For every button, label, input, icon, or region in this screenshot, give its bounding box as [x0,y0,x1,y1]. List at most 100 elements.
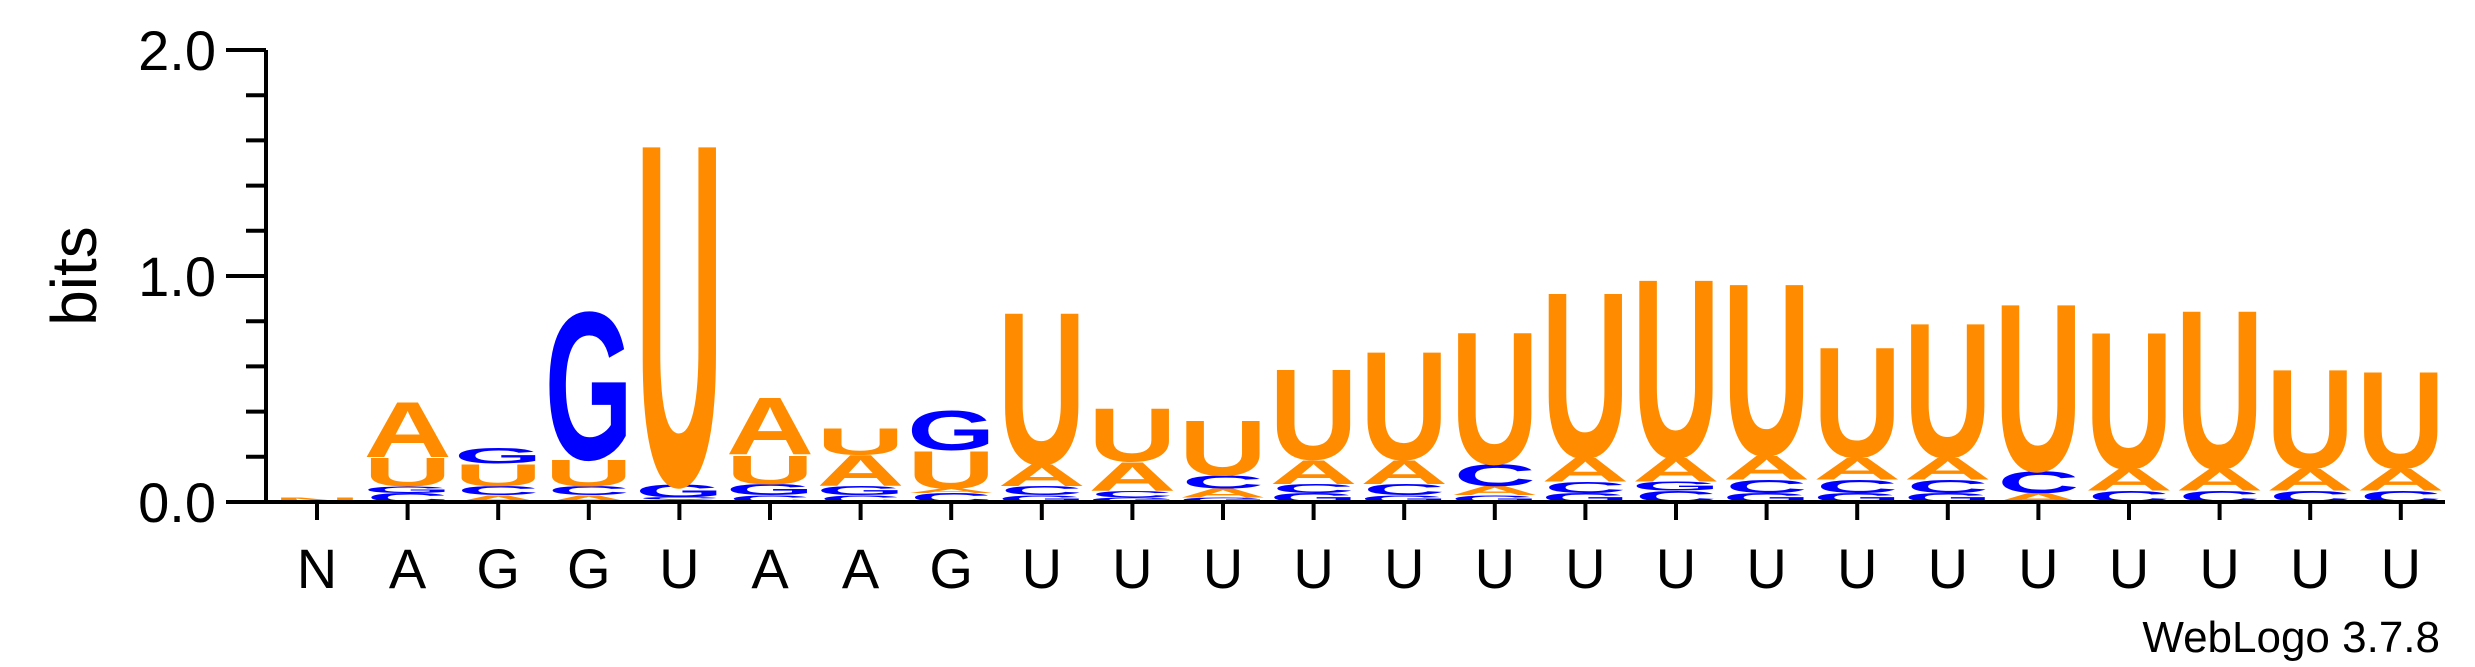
logo-letter: A [1088,454,1176,500]
position-label: U [1928,537,1968,600]
logo-letter: U [726,447,814,493]
logo-letter: A [1813,451,1901,486]
logo-letter: U [1088,393,1176,478]
logo-letter: C [1998,464,2080,499]
logo-letter: G [1088,496,1176,503]
logo-letter: G [998,494,1086,505]
logo-letter: U [2176,262,2264,516]
logo-letter: G [635,481,723,502]
logo-letter: U [545,452,633,494]
position-label: A [842,537,880,600]
position-label: U [2199,537,2239,600]
position-label: U [1384,537,1424,600]
position-label: A [389,537,427,600]
logo-letter: C [1907,476,1989,497]
logo-letter: A [2176,462,2264,497]
logo-letter: C [820,494,902,505]
position-label: U [2018,537,2058,600]
logo-letter: G [907,399,995,462]
position-label: U [1565,537,1605,600]
logo-letter: G [726,481,814,499]
position-label: U [1293,537,1333,600]
position-label: U [1746,537,1786,600]
logo-letter: U [907,440,995,500]
logo-letter: G [364,484,452,495]
logo-letter: C [639,497,721,501]
logo-letter: A [1723,448,1811,487]
logo-letter: U [1904,284,1992,499]
logo-letter: G [1451,494,1539,505]
position-label: U [1112,537,1152,600]
logo-letter: G [1360,494,1448,505]
logo-letter: U [2085,290,2173,510]
logo-letter: A [1904,451,1992,486]
y-tick-label: 1.0 [138,245,216,308]
logo-letter: U [817,421,905,463]
logo-letter: U [2266,340,2354,499]
logo-letter: C [1273,482,1355,496]
position-label: A [751,537,789,600]
logo-letter: U [1541,243,1629,507]
logo-letter: C [729,494,811,505]
logo-letter: A [454,494,542,505]
logo-letter: U [1360,319,1448,492]
logo-letter: U [1451,292,1539,504]
logo-letter: A [998,457,1086,492]
logo-letter: A [1451,484,1539,498]
logo-letter: C [1363,481,1445,499]
logo-letter: N [273,496,361,503]
logo-letter: U [1994,255,2082,522]
logo-letter: A [817,447,905,496]
logo-letter: U [635,41,723,589]
logo-letter: C [1001,484,1083,498]
position-label: G [476,537,520,600]
position-label: U [1203,537,1243,600]
logo-letter: A [1179,486,1267,500]
position-label: U [2290,537,2330,600]
logo-letter: G [1179,496,1267,503]
footer-credit: WebLogo 3.7.8 [2142,613,2440,662]
position-label: U [1656,537,1696,600]
logo-letter: A [1270,453,1358,492]
y-tick-label: 2.0 [138,19,216,82]
logo-letter: C [457,484,539,498]
logo-letter: G [545,267,633,504]
logo-letter: C [1454,458,1536,493]
logo-letter: U [2357,343,2445,498]
logo-letter: A [907,487,995,494]
logo-letter: A [545,494,633,505]
position-label: U [659,537,699,600]
logo-letter: U [1632,227,1720,512]
logo-letter: G [454,444,542,469]
logo-letter: A [364,385,452,473]
position-label: G [929,537,973,600]
logo-letter: C [548,484,630,498]
logo-letter: U [1723,233,1811,508]
y-tick-label: 0.0 [138,471,216,534]
position-label: U [1837,537,1877,600]
logo-letter: G [1632,479,1720,493]
logo-letter: G [817,484,905,498]
logo-letter: A [2266,462,2354,497]
logo-letter: C [1092,489,1174,500]
logo-letter: C [1545,479,1627,497]
logo-letter: C [1182,472,1264,493]
position-label: G [567,537,611,600]
logo-letter: A [1632,450,1720,489]
position-label: N [297,537,337,600]
logo-letter: A [2085,462,2173,497]
logo-letter: U [998,267,1086,510]
position-label: U [1475,537,1515,600]
y-ticks: 0.0 1.0 2.0 [138,19,266,534]
logo-letter: U [364,450,452,496]
logo-letter: U [1813,314,1901,491]
logo-letter: U [1179,403,1267,491]
logo-letter: U [454,457,542,492]
position-label: U [2109,537,2149,600]
y-axis-title: bits [38,226,110,326]
logo-letter: A [726,381,814,473]
logo-letter: A [1360,453,1448,492]
